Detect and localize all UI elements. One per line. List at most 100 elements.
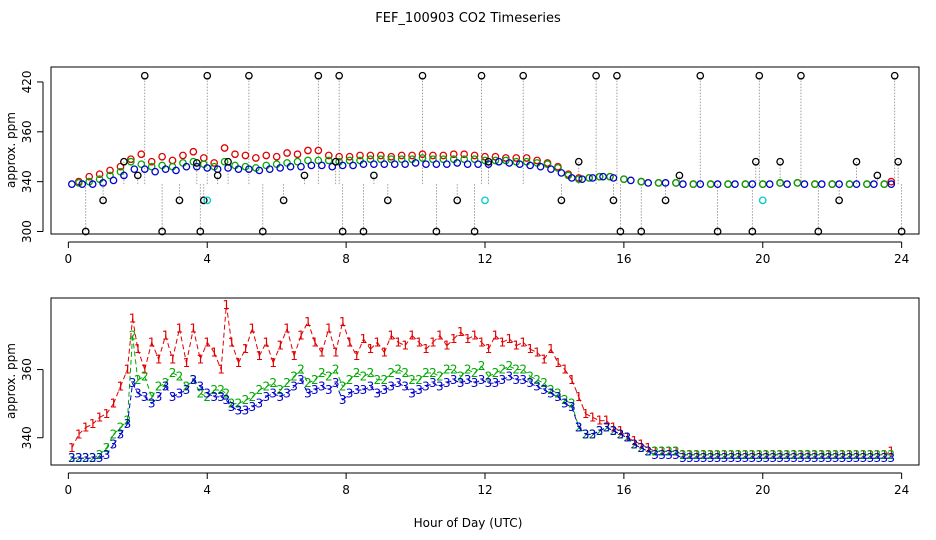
top-series-5-point — [481, 196, 489, 205]
top-series-2-point — [543, 160, 552, 169]
bottom-series-3-marker: 3 — [651, 448, 659, 462]
bottom-series-1-segment — [536, 352, 545, 360]
bottom-series-1-marker: 1 — [610, 421, 618, 435]
top-series-2-point — [429, 155, 437, 164]
bottom-series-1-marker: 1 — [190, 322, 198, 336]
top-x-tick-label: 0 — [65, 252, 73, 266]
bottom-series-3-segment — [592, 430, 600, 435]
bottom-series-3-segment — [397, 382, 406, 388]
bottom-series-3-marker: 3 — [853, 451, 861, 465]
bottom-series-1-segment — [550, 348, 559, 363]
bottom-series-2-segment — [179, 376, 187, 387]
bottom-series-1-segment — [71, 434, 80, 449]
top-series-3-point — [88, 180, 97, 188]
bottom-series-3-marker: 3 — [478, 373, 486, 387]
bottom-series-1-segment — [335, 321, 344, 353]
top-series-2-point — [74, 179, 83, 187]
bottom-series-1-segment — [165, 335, 174, 360]
top-series-1-point — [127, 155, 135, 164]
bottom-series-1-segment — [126, 318, 134, 370]
bottom-y-axis-label: approx. ppm — [4, 343, 18, 419]
bottom-series-2-segment — [432, 372, 441, 377]
bottom-series-2-marker: 2 — [561, 393, 569, 407]
top-series-4-point — [637, 227, 646, 236]
bottom-series-1-marker: 1 — [235, 356, 243, 370]
bottom-series-1-segment — [439, 335, 448, 346]
top-series-3-point — [644, 179, 653, 187]
bottom-series-3-marker: 3 — [554, 390, 562, 404]
bottom-series-1-segment — [522, 341, 531, 350]
bottom-series-2-segment — [439, 369, 448, 377]
bottom-series-3-segment — [220, 396, 227, 401]
top-series-4-point — [245, 71, 253, 80]
bottom-series-3-segment — [342, 393, 350, 401]
bottom-series-2-segment — [460, 369, 468, 377]
bottom-series-3-marker: 3 — [860, 451, 868, 465]
bottom-series-1-marker: 1 — [82, 421, 90, 435]
top-series-2-point — [189, 157, 198, 166]
bottom-series-2-segment — [418, 372, 427, 381]
bottom-series-1-segment — [543, 348, 552, 360]
bottom-series-1-marker: 1 — [228, 335, 236, 349]
bottom-series-1-marker: 1 — [575, 390, 583, 404]
top-series-1-point — [251, 154, 260, 162]
top-series-3-point — [265, 165, 274, 174]
bottom-series-1-segment — [349, 342, 357, 357]
top-series-1-point — [418, 150, 427, 159]
bottom-series-3-segment — [314, 386, 323, 391]
bottom-series-3-marker: 3 — [887, 451, 895, 465]
bottom-series-3-marker: 3 — [762, 451, 770, 465]
bottom-series-3-marker: 3 — [408, 386, 416, 400]
top-series-4-point — [300, 171, 309, 180]
bottom-series-2-segment — [363, 372, 371, 377]
bottom-series-3-marker: 3 — [290, 380, 298, 394]
top-series-3-point — [359, 160, 368, 169]
top-series-3-point — [255, 166, 264, 175]
bottom-series-3-marker: 3 — [471, 376, 479, 390]
bottom-series-1-segment — [178, 328, 187, 363]
bottom-series-2-marker: 2 — [196, 386, 204, 400]
top-series-4-point — [557, 196, 566, 205]
bottom-series-1-marker: 1 — [436, 328, 444, 342]
bottom-series-2-segment — [502, 365, 510, 371]
top-series-3-point — [870, 180, 878, 188]
bottom-series-2-marker: 2 — [155, 380, 163, 394]
bottom-series-3-marker: 3 — [339, 393, 347, 407]
bottom-series-2-marker: 2 — [223, 386, 231, 400]
bottom-series-1-marker: 1 — [311, 335, 319, 349]
bottom-series-3-marker: 3 — [832, 451, 840, 465]
bottom-series-1-segment — [453, 331, 462, 340]
bottom-series-1-marker: 1 — [478, 335, 486, 349]
bottom-series-1-marker: 1 — [148, 335, 156, 349]
bottom-series-3-segment — [370, 386, 378, 394]
top-series-3-point — [765, 180, 774, 188]
top-series-3-point — [140, 165, 149, 174]
bottom-series-3-segment — [634, 444, 642, 449]
bottom-series-2-segment — [300, 369, 309, 384]
bottom-series-1-marker: 1 — [492, 328, 500, 342]
bottom-series-2-marker: 2 — [880, 448, 888, 462]
bottom-series-1-marker: 1 — [129, 311, 137, 325]
bottom-series-2-marker: 2 — [436, 369, 444, 383]
top-series-2-point — [137, 160, 146, 169]
top-series-4-point — [81, 227, 90, 236]
bottom-series-3-marker: 3 — [499, 373, 507, 387]
bottom-series-1-segment — [286, 328, 295, 357]
top-series-2-point — [574, 175, 583, 184]
bottom-series-3-marker: 3 — [169, 390, 177, 404]
top-series-1-point — [345, 152, 354, 161]
bottom-series-3-marker: 3 — [283, 386, 291, 400]
bottom-series-2-marker: 2 — [651, 444, 659, 458]
bottom-series-3-segment — [279, 392, 288, 398]
top-series-2-point — [345, 156, 354, 165]
top-series-2-point — [741, 180, 750, 188]
top-series-4-point — [196, 227, 205, 236]
bottom-series-3-marker: 3 — [422, 380, 430, 394]
bottom-series-2-marker: 2 — [749, 448, 757, 462]
bottom-series-1-marker: 1 — [283, 322, 291, 336]
bottom-series-2-marker: 2 — [658, 444, 666, 458]
bottom-series-3-segment — [571, 406, 580, 428]
bottom-series-1-segment — [564, 369, 573, 381]
bottom-series-3-segment — [193, 379, 201, 387]
bottom-series-2-segment — [335, 369, 344, 387]
